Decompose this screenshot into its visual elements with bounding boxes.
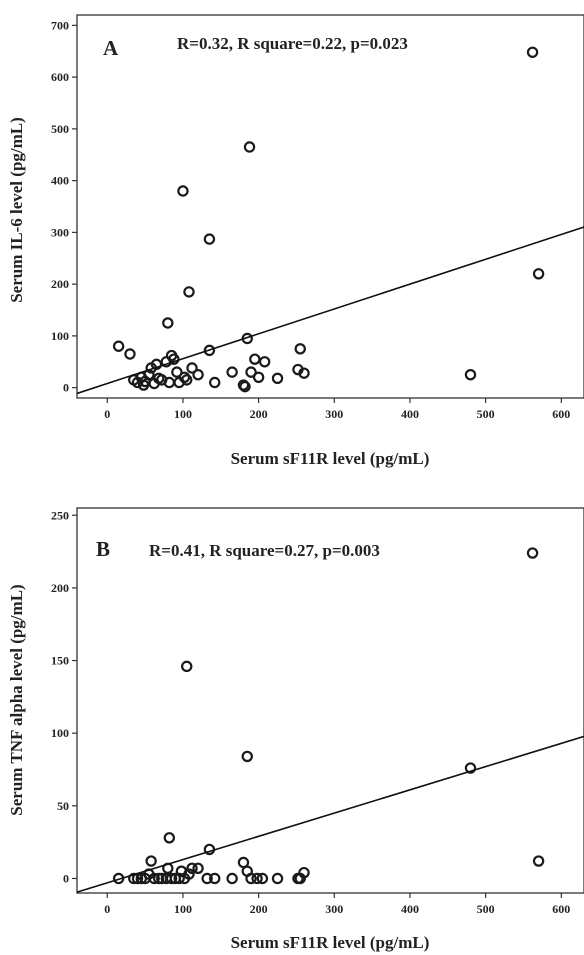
- panel-a-label: A: [103, 36, 119, 60]
- b-x-tick-label: 200: [250, 902, 268, 916]
- a-data-point: [168, 353, 180, 365]
- a-data-point: [239, 380, 251, 393]
- b-data-point: [464, 762, 477, 774]
- b-data-point: [145, 855, 157, 867]
- a-x-tick-label: 200: [250, 407, 268, 421]
- b-y-tick-label: 0: [63, 871, 69, 885]
- panel-b-data-points: [112, 547, 545, 885]
- b-x-tick-label: 400: [401, 902, 419, 916]
- b-y-tick-label: 50: [57, 799, 69, 813]
- b-data-point: [183, 868, 195, 880]
- b-data-point: [271, 872, 284, 885]
- a-data-point: [178, 371, 191, 383]
- panel-a-stats-annotation: R=0.32, R square=0.22, p=0.023: [177, 34, 408, 53]
- b-x-tick-label: 500: [477, 902, 495, 916]
- a-x-tick-label: 600: [552, 407, 570, 421]
- panel-b-y-axis-ticks: 0 50 100 150 200 250: [51, 508, 77, 885]
- b-y-tick-label: 250: [51, 508, 69, 522]
- a-data-point: [249, 353, 261, 365]
- a-x-tick-label: 300: [325, 407, 343, 421]
- a-x-tick-label: 100: [174, 407, 192, 421]
- panel-a-scatter-chart: A R=0.32, R square=0.22, p=0.023 0 100 200…: [7, 14, 584, 468]
- a-data-point: [258, 356, 271, 368]
- b-data-point: [163, 832, 176, 844]
- b-data-point: [209, 872, 221, 885]
- a-x-tick-label: 400: [401, 407, 419, 421]
- a-data-point: [181, 374, 193, 386]
- panel-a-data-points: [112, 46, 545, 393]
- a-data-point: [226, 366, 238, 378]
- a-data-point: [243, 141, 256, 153]
- a-data-point: [209, 376, 221, 389]
- b-x-tick-label: 100: [174, 902, 192, 916]
- a-y-tick-label: 300: [51, 225, 69, 239]
- b-data-point: [201, 872, 213, 885]
- a-data-point: [177, 185, 189, 197]
- a-y-tick-label: 0: [63, 381, 69, 395]
- a-y-tick-label: 600: [51, 70, 69, 84]
- a-data-point: [271, 372, 284, 385]
- b-x-tick-label: 600: [552, 902, 570, 916]
- a-data-point: [162, 317, 174, 329]
- a-y-tick-label: 100: [51, 329, 69, 343]
- panel-b-x-axis-label: Serum sF11R level (pg/mL): [231, 933, 430, 952]
- panel-a-plot-frame: [76, 14, 584, 399]
- b-data-point: [181, 660, 193, 673]
- a-data-point: [183, 286, 195, 298]
- b-data-point: [256, 872, 269, 885]
- b-data-point: [165, 872, 178, 885]
- a-data-point: [192, 369, 204, 381]
- a-data-point: [186, 362, 198, 374]
- b-data-point: [173, 872, 185, 885]
- panel-a-y-axis-label: Serum IL-6 level (pg/mL): [7, 117, 26, 303]
- a-x-tick-label: 0: [104, 407, 110, 421]
- b-data-point: [251, 872, 263, 885]
- b-data-point: [532, 855, 545, 867]
- b-data-point: [186, 862, 198, 875]
- panel-b-label: B: [96, 537, 110, 561]
- a-data-point: [245, 366, 257, 378]
- b-y-tick-label: 200: [51, 581, 69, 595]
- b-x-tick-label: 0: [104, 902, 110, 916]
- a-data-point: [532, 268, 545, 280]
- panel-b-regression-line: [76, 735, 584, 893]
- a-data-point: [294, 343, 306, 355]
- panel-a-y-axis-ticks: 0 100 200 300 400 500 600 700: [51, 18, 77, 395]
- a-data-point: [112, 340, 125, 352]
- b-data-point: [245, 872, 257, 885]
- b-data-point: [241, 750, 253, 763]
- a-x-tick-label: 500: [477, 407, 495, 421]
- a-data-point: [124, 348, 136, 360]
- a-y-tick-label: 200: [51, 277, 69, 291]
- b-y-tick-label: 100: [51, 726, 69, 740]
- a-data-point: [252, 371, 265, 383]
- a-data-point: [298, 367, 310, 379]
- b-data-point: [298, 866, 310, 879]
- a-y-tick-label: 500: [51, 122, 69, 136]
- a-data-point: [203, 344, 216, 357]
- a-y-tick-label: 400: [51, 174, 69, 188]
- a-data-point: [237, 379, 250, 391]
- panel-a-x-axis-label: Serum sF11R level (pg/mL): [231, 449, 430, 468]
- panel-b-stats-annotation: R=0.41, R square=0.27, p=0.003: [149, 541, 380, 560]
- panel-a-x-axis-ticks: 0 100 200 300 400 500 600: [104, 398, 570, 421]
- b-x-tick-label: 300: [325, 902, 343, 916]
- panel-b-scatter-chart: B R=0.41, R square=0.27, p=0.003 0 50 100 1…: [7, 507, 584, 952]
- a-data-point: [203, 233, 216, 245]
- b-data-point: [148, 872, 160, 885]
- panel-b-y-axis-label: Serum TNF alpha level (pg/mL): [7, 584, 26, 815]
- panel-b-plot-frame: [76, 507, 584, 894]
- panel-b-x-axis-ticks: 0 100 200 300 400 500 600: [104, 893, 570, 916]
- b-data-point: [192, 862, 204, 875]
- b-data-point: [226, 872, 238, 885]
- a-data-point: [150, 358, 163, 371]
- a-data-point: [464, 369, 477, 381]
- a-y-tick-label: 700: [51, 18, 69, 32]
- a-data-point: [171, 366, 183, 378]
- panel-a-regression-line: [76, 226, 584, 395]
- a-data-point: [526, 46, 539, 58]
- b-data-point: [526, 547, 539, 559]
- b-y-tick-label: 150: [51, 654, 69, 668]
